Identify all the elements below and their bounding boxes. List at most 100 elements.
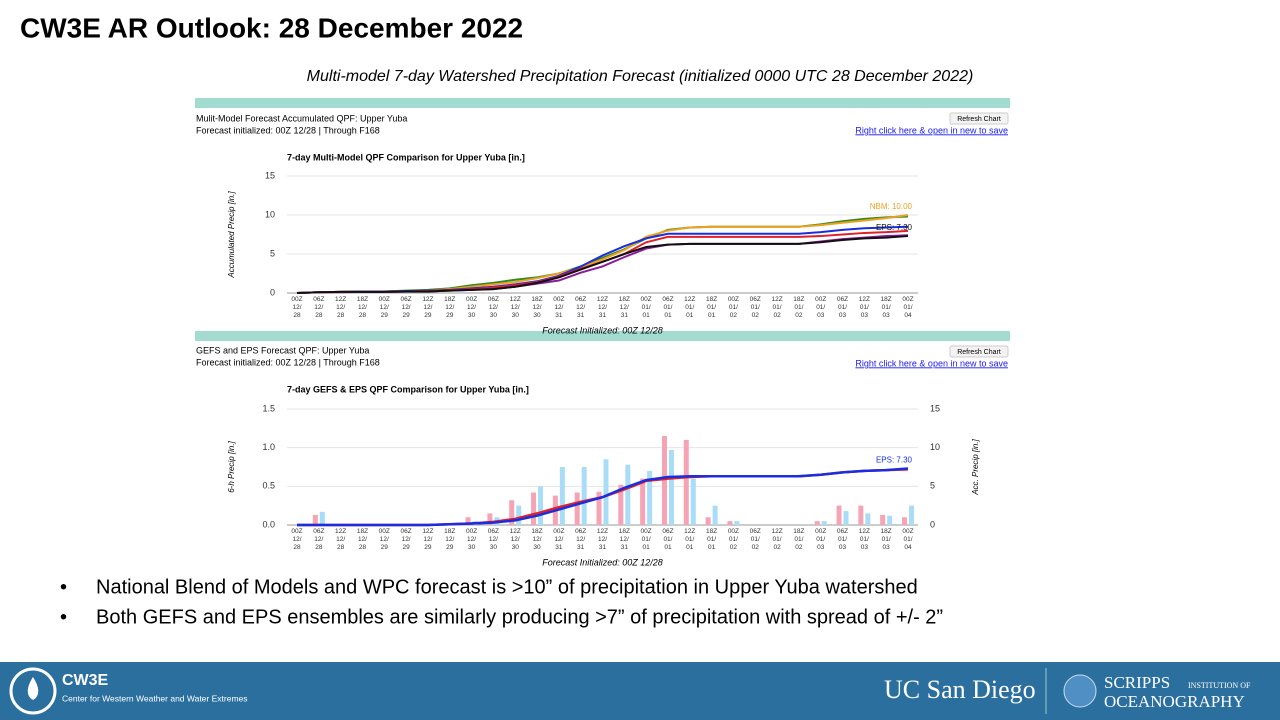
x-tick-label: 06Z 12/30 — [488, 528, 499, 551]
bar — [712, 505, 718, 525]
x-tick-label: 06Z 12/30 — [488, 296, 499, 319]
x-tick-label: 06Z 01/02 — [750, 528, 761, 551]
x-tick-label: 00Z 01/01 — [641, 528, 652, 551]
refresh-button[interactable] — [949, 112, 1009, 125]
bar — [836, 505, 842, 525]
footer-university: UC San Diego — [884, 675, 1036, 704]
footer-institution: OCEANOGRAPHY — [1104, 692, 1245, 711]
series-label: EPS: 7.30 — [876, 456, 913, 465]
bar — [647, 470, 653, 525]
bar — [618, 484, 624, 525]
x-tick-label: 12Z 01/01 — [684, 296, 695, 319]
panel-bar — [195, 331, 1010, 341]
x-tick-label: 06Z 12/29 — [401, 296, 412, 319]
bar — [596, 491, 602, 525]
bullet: Both GEFS and EPS ensembles are similarl… — [96, 606, 943, 628]
footer-institution: INSTITUTION OF — [1188, 681, 1251, 690]
footer-org: CW3E — [62, 672, 109, 689]
y2-axis-label: Acc. Precip [in.] — [971, 438, 980, 495]
x-tick-label: 12Z 12/29 — [422, 296, 433, 319]
x-tick-label: 00Z 01/03 — [815, 296, 826, 319]
panel-info: Forecast initialized: 00Z 12/28 | Throug… — [196, 357, 380, 367]
bar — [538, 486, 544, 525]
bar — [683, 439, 689, 525]
x-tick-label: 00Z 12/28 — [291, 528, 302, 551]
y-tick-label: 10 — [265, 209, 275, 219]
bar — [640, 478, 646, 525]
x-tick-label: 12Z 01/03 — [859, 296, 870, 319]
x-tick-label: 00Z 12/30 — [466, 296, 477, 319]
bar — [690, 478, 696, 525]
cw3e-drop — [27, 677, 39, 700]
x-tick-label: 12Z 12/31 — [597, 528, 608, 551]
bar — [902, 517, 907, 525]
x-tick-label: 00Z 12/31 — [553, 528, 564, 551]
x-tick-label: 12Z 12/31 — [597, 296, 608, 319]
bar — [516, 505, 522, 525]
y-tick-label: 0.0 — [262, 519, 275, 529]
refresh-label[interactable]: Refresh Chart — [957, 116, 1001, 123]
x-tick-label: 06Z 12/28 — [313, 296, 324, 319]
y-tick-label: 15 — [265, 170, 275, 180]
cw3e-logo — [9, 667, 57, 715]
series-label: EPS: 7.30 — [876, 223, 913, 232]
x-axis-label: Forecast Initialized: 00Z 12/28 — [542, 557, 663, 567]
x-tick-label: 06Z 12/29 — [401, 528, 412, 551]
x-tick-label: 18Z 12/28 — [357, 528, 368, 551]
x-tick-label: 18Z 12/28 — [357, 296, 368, 319]
panel-bar — [195, 98, 1010, 108]
bar — [509, 500, 515, 525]
x-tick-label: 12Z 12/30 — [510, 296, 521, 319]
x-tick-label: 06Z 12/28 — [313, 528, 324, 551]
x-tick-label: 06Z 12/31 — [575, 296, 586, 319]
panel-heading: Mulit-Model Forecast Accumulated QPF: Up… — [196, 113, 407, 123]
subtitle: Multi-model 7-day Watershed Precipitatio… — [307, 68, 974, 85]
x-axis-label: Forecast Initialized: 00Z 12/28 — [542, 325, 663, 335]
refresh-button[interactable] — [949, 345, 1009, 358]
x-tick-label: 00Z 01/01 — [641, 296, 652, 319]
footer-institution: SCRIPPS — [1104, 673, 1170, 692]
bar — [581, 467, 587, 525]
bar — [531, 492, 537, 525]
y2-tick-label: 0 — [930, 519, 935, 529]
x-tick-label: 00Z 01/02 — [728, 296, 739, 319]
bar — [603, 459, 609, 525]
x-tick-label: 18Z 12/29 — [444, 528, 455, 551]
x-tick-label: 18Z 01/01 — [706, 296, 717, 319]
x-tick-label: 12Z 01/03 — [859, 528, 870, 551]
bar — [487, 513, 493, 525]
x-tick-label: 00Z 01/04 — [902, 296, 913, 319]
x-tick-label: 12Z 12/28 — [335, 528, 346, 551]
x-tick-label: 00Z 12/29 — [379, 528, 390, 551]
bar — [574, 492, 580, 525]
save-link[interactable]: Right click here & open in new to save — [855, 125, 1008, 135]
y2-tick-label: 10 — [930, 442, 940, 452]
x-tick-label: 00Z 01/02 — [728, 528, 739, 551]
x-tick-label: 18Z 01/03 — [881, 296, 892, 319]
bar — [465, 517, 471, 525]
y2-tick-label: 5 — [930, 481, 935, 491]
y-tick-label: 5 — [270, 248, 275, 258]
chart-title: 7-day Multi-Model QPF Comparison for Upp… — [287, 152, 525, 162]
bar — [661, 436, 667, 525]
chart-title: 7-day GEFS & EPS QPF Comparison for Uppe… — [287, 384, 529, 394]
bar — [843, 511, 849, 525]
bar — [319, 511, 325, 525]
bar — [865, 513, 871, 525]
x-tick-label: 00Z 12/28 — [291, 296, 302, 319]
bar — [858, 505, 864, 525]
x-tick-label: 18Z 01/02 — [793, 296, 804, 319]
x-tick-label: 18Z 01/01 — [706, 528, 717, 551]
series-line — [296, 235, 909, 294]
x-tick-label: 18Z 01/03 — [881, 528, 892, 551]
footer-org-full: Center for Western Weather and Water Ext… — [62, 693, 248, 703]
x-tick-label: 06Z 12/31 — [575, 528, 586, 551]
refresh-label[interactable]: Refresh Chart — [957, 349, 1001, 356]
save-link[interactable]: Right click here & open in new to save — [855, 358, 1008, 368]
bar — [705, 517, 711, 525]
x-tick-label: 00Z 12/30 — [466, 528, 477, 551]
x-tick-label: 18Z 01/02 — [793, 528, 804, 551]
series-line — [297, 467, 909, 527]
bar — [625, 464, 631, 525]
